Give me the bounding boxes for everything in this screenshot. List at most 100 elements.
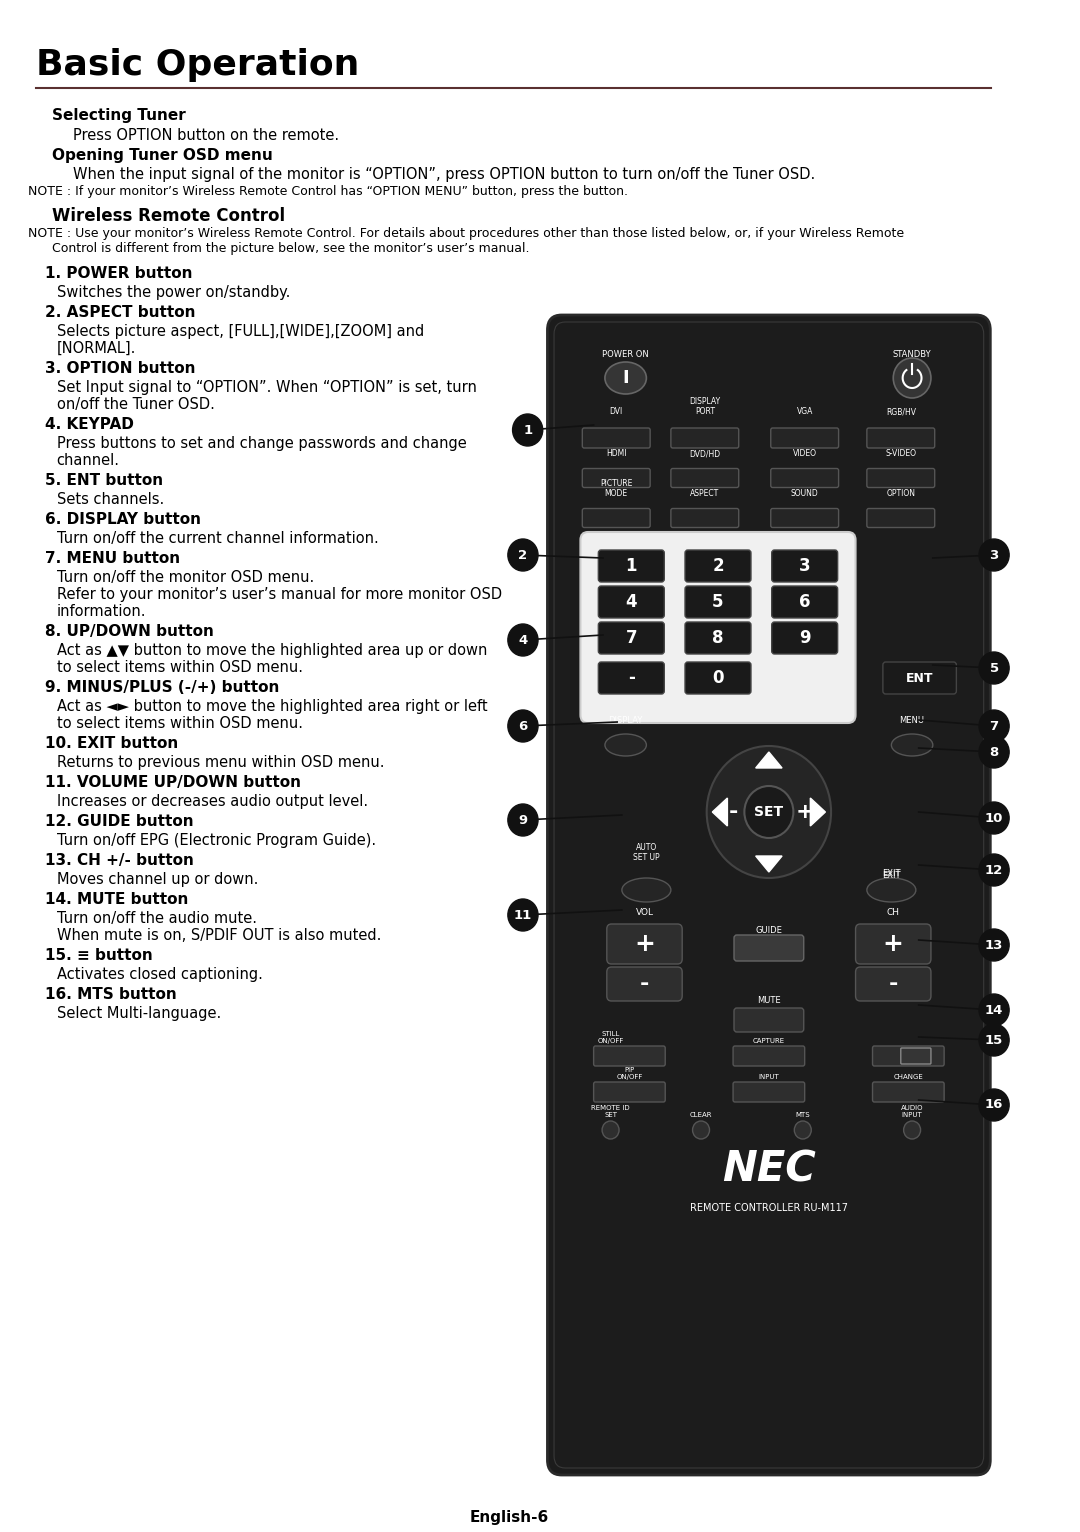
Polygon shape — [756, 856, 782, 872]
FancyBboxPatch shape — [867, 427, 934, 447]
Ellipse shape — [891, 734, 933, 755]
FancyBboxPatch shape — [771, 509, 838, 527]
Text: 2: 2 — [518, 548, 527, 562]
Text: 13. CH +/- button: 13. CH +/- button — [45, 853, 194, 869]
Text: OPTION: OPTION — [887, 489, 915, 498]
Text: When the input signal of the monitor is “OPTION”, press OPTION button to turn on: When the input signal of the monitor is … — [73, 167, 815, 182]
Text: CHANGE: CHANGE — [893, 1074, 923, 1080]
Text: VOL: VOL — [635, 908, 653, 918]
Circle shape — [602, 1121, 619, 1138]
Text: 3. OPTION button: 3. OPTION button — [45, 362, 195, 375]
Text: Turn on/off EPG (Electronic Program Guide).: Turn on/off EPG (Electronic Program Guid… — [56, 833, 376, 849]
Text: 6: 6 — [799, 593, 810, 611]
FancyBboxPatch shape — [873, 1082, 944, 1102]
Text: MENU: MENU — [900, 715, 924, 725]
Text: 8. UP/DOWN button: 8. UP/DOWN button — [45, 624, 214, 639]
Text: SET: SET — [754, 804, 783, 820]
FancyBboxPatch shape — [598, 622, 664, 654]
Ellipse shape — [622, 878, 671, 902]
FancyBboxPatch shape — [867, 469, 934, 487]
Text: Turn on/off the audio mute.: Turn on/off the audio mute. — [56, 912, 257, 925]
Text: Press OPTION button on the remote.: Press OPTION button on the remote. — [73, 129, 339, 142]
Circle shape — [508, 624, 538, 656]
Circle shape — [978, 928, 1009, 961]
Text: HDMI: HDMI — [606, 449, 626, 458]
FancyBboxPatch shape — [671, 469, 739, 487]
Text: English-6: English-6 — [469, 1511, 549, 1524]
Text: 16: 16 — [985, 1098, 1003, 1112]
FancyBboxPatch shape — [685, 662, 751, 694]
Text: 8: 8 — [989, 746, 999, 758]
FancyBboxPatch shape — [598, 550, 664, 582]
Text: Moves channel up or down.: Moves channel up or down. — [56, 872, 258, 887]
Text: 7. MENU button: 7. MENU button — [45, 552, 180, 565]
Text: VIDEO: VIDEO — [793, 449, 816, 458]
Text: REMOTE ID
SET: REMOTE ID SET — [591, 1106, 630, 1118]
Text: Wireless Remote Control: Wireless Remote Control — [52, 207, 285, 225]
Text: NOTE : Use your monitor’s Wireless Remote Control. For details about procedures : NOTE : Use your monitor’s Wireless Remot… — [28, 227, 904, 241]
Text: 4: 4 — [625, 593, 637, 611]
FancyBboxPatch shape — [582, 509, 650, 527]
FancyBboxPatch shape — [867, 509, 934, 527]
Text: 6: 6 — [518, 720, 527, 732]
Polygon shape — [756, 752, 782, 768]
Circle shape — [794, 1121, 811, 1138]
Text: information.: information. — [56, 604, 146, 619]
Text: 9: 9 — [799, 630, 810, 647]
Text: to select items within OSD menu.: to select items within OSD menu. — [56, 715, 302, 731]
FancyBboxPatch shape — [685, 587, 751, 617]
Text: 7: 7 — [625, 630, 637, 647]
Text: -: - — [889, 974, 897, 994]
Text: -: - — [728, 801, 738, 823]
Circle shape — [893, 358, 931, 398]
FancyBboxPatch shape — [771, 469, 838, 487]
Text: MTS: MTS — [796, 1112, 810, 1118]
Text: 12: 12 — [985, 864, 1003, 876]
FancyBboxPatch shape — [607, 967, 683, 1000]
FancyBboxPatch shape — [733, 1082, 805, 1102]
Text: 2: 2 — [712, 558, 724, 574]
Circle shape — [978, 735, 1009, 768]
Text: 15. ≡ button: 15. ≡ button — [45, 948, 153, 964]
Text: 0: 0 — [712, 669, 724, 686]
Text: 14: 14 — [985, 1003, 1003, 1017]
Text: DVI: DVI — [609, 408, 623, 417]
Text: Select Multi-language.: Select Multi-language. — [56, 1007, 220, 1020]
Text: EXIT: EXIT — [882, 872, 901, 879]
Text: Activates closed captioning.: Activates closed captioning. — [56, 967, 262, 982]
Text: 3: 3 — [989, 548, 999, 562]
Text: POWER ON: POWER ON — [603, 349, 649, 358]
Circle shape — [508, 539, 538, 571]
Text: PICTURE
MODE: PICTURE MODE — [600, 480, 633, 498]
Text: 11. VOLUME UP/DOWN button: 11. VOLUME UP/DOWN button — [45, 775, 301, 791]
FancyBboxPatch shape — [685, 550, 751, 582]
Text: 10. EXIT button: 10. EXIT button — [45, 735, 178, 751]
Text: 9: 9 — [518, 813, 527, 826]
Text: Act as ◄► button to move the highlighted area right or left: Act as ◄► button to move the highlighted… — [56, 699, 487, 714]
Text: VGA: VGA — [796, 408, 813, 417]
Text: 1. POWER button: 1. POWER button — [45, 267, 192, 280]
Text: Act as ▲▼ button to move the highlighted area up or down: Act as ▲▼ button to move the highlighted… — [56, 643, 487, 659]
Text: 8: 8 — [712, 630, 724, 647]
FancyBboxPatch shape — [598, 587, 664, 617]
Text: CH: CH — [887, 908, 900, 918]
Circle shape — [978, 1023, 1009, 1056]
Circle shape — [513, 414, 543, 446]
Circle shape — [508, 804, 538, 836]
Circle shape — [978, 653, 1009, 683]
FancyBboxPatch shape — [594, 1082, 665, 1102]
FancyBboxPatch shape — [734, 1008, 804, 1033]
FancyBboxPatch shape — [671, 427, 739, 447]
Text: When mute is on, S/PDIF OUT is also muted.: When mute is on, S/PDIF OUT is also mute… — [56, 928, 381, 944]
Circle shape — [978, 1089, 1009, 1121]
Text: Turn on/off the monitor OSD menu.: Turn on/off the monitor OSD menu. — [56, 570, 314, 585]
Text: Turn on/off the current channel information.: Turn on/off the current channel informat… — [56, 532, 378, 545]
FancyBboxPatch shape — [772, 587, 838, 617]
Text: AUTO
SET UP: AUTO SET UP — [633, 843, 660, 863]
Text: 1: 1 — [625, 558, 637, 574]
Text: 12. GUIDE button: 12. GUIDE button — [45, 813, 193, 829]
Text: 4. KEYPAD: 4. KEYPAD — [45, 417, 134, 432]
FancyBboxPatch shape — [734, 935, 804, 961]
FancyBboxPatch shape — [882, 662, 957, 694]
Text: STANDBY: STANDBY — [893, 349, 931, 358]
